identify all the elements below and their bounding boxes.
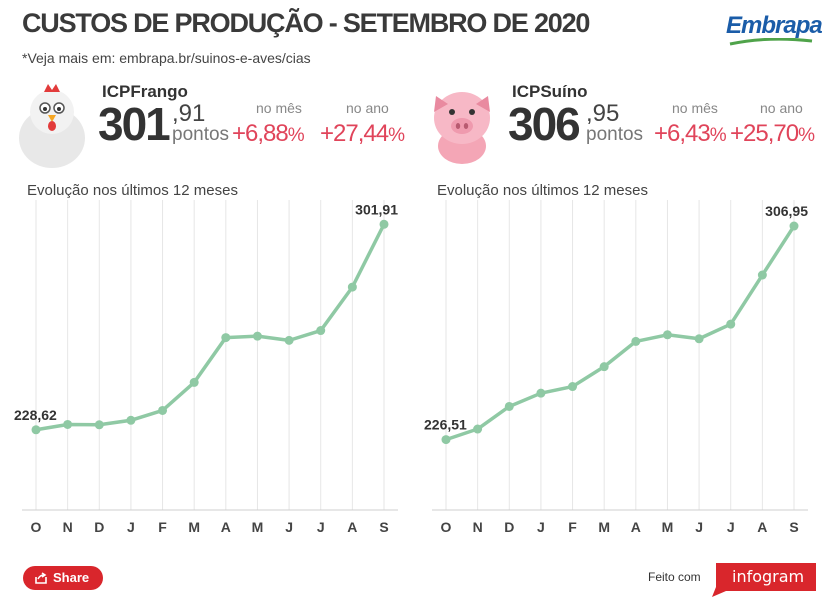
share-button[interactable]: Share <box>23 566 103 590</box>
index-decimals: ,91 <box>172 100 206 127</box>
x-tick-label: J <box>317 519 325 535</box>
data-point <box>726 319 736 329</box>
pig-icon <box>434 92 490 164</box>
x-tick-label: A <box>221 519 231 535</box>
month-change-value: +6,43% <box>654 120 727 147</box>
x-tick-label: J <box>727 519 735 535</box>
index-value: 301 <box>98 98 171 150</box>
x-tick-label: S <box>379 519 388 535</box>
x-tick-label: F <box>158 519 167 535</box>
made-with-text: Feito com <box>648 570 701 584</box>
series-line <box>445 225 796 442</box>
data-point <box>662 330 672 340</box>
data-label-first: 228,62 <box>14 407 57 423</box>
share-label: Share <box>53 570 90 585</box>
share-icon <box>35 572 47 584</box>
data-point <box>568 382 578 392</box>
data-point <box>441 435 451 445</box>
evolution-label: Evolução nos últimos 12 meses <box>27 182 238 199</box>
year-change-label: no ano <box>346 100 389 116</box>
source-note: *Veja mais em: embrapa.br/suinos-e-aves/… <box>22 50 311 66</box>
x-tick-label: D <box>504 519 514 535</box>
index-value: 306 <box>508 98 581 150</box>
year-change-label: no ano <box>760 100 803 116</box>
data-point <box>473 424 483 434</box>
index-name: ICPSuíno <box>512 82 588 101</box>
year-change-value: +25,70% <box>730 120 815 147</box>
x-tick-label: M <box>188 519 200 535</box>
x-tick-label: N <box>63 519 73 535</box>
x-tick-label: J <box>127 519 135 535</box>
logo-swoosh <box>729 38 813 46</box>
data-point <box>252 331 262 341</box>
logo-text: Embrapa <box>726 12 823 39</box>
data-point <box>694 334 704 344</box>
infogram-label: infogram <box>732 567 805 586</box>
infogram-badge-shape <box>712 563 816 597</box>
data-label-last: 306,95 <box>765 203 808 219</box>
x-tick-label: M <box>252 519 264 535</box>
data-point <box>599 362 609 372</box>
data-point <box>221 333 231 343</box>
page-title: CUSTOS DE PRODUÇÃO - SETEMBRO DE 2020 <box>22 8 590 38</box>
evolution-label: Evolução nos últimos 12 meses <box>437 182 648 199</box>
x-tick-label: J <box>285 519 293 535</box>
x-tick-label: O <box>441 519 452 535</box>
chicken-icon <box>19 84 85 168</box>
x-tick-label: O <box>31 519 42 535</box>
index-decimals: ,95 <box>586 100 620 127</box>
data-point <box>504 401 514 411</box>
data-point <box>158 405 168 415</box>
series-line <box>35 223 386 432</box>
data-point <box>63 419 73 429</box>
index-unit: pontos <box>172 124 230 145</box>
x-tick-label: F <box>568 519 577 535</box>
month-change-label: no mês <box>256 100 302 116</box>
data-point <box>789 221 799 231</box>
data-point <box>284 335 294 345</box>
x-tick-label: D <box>94 519 104 535</box>
x-tick-label: M <box>598 519 610 535</box>
infogram-badge[interactable]: infogram <box>708 561 816 597</box>
x-tick-label: S <box>789 519 798 535</box>
panel-suino: ICPSuíno 306 ,95 pontos no mês +6,43% no… <box>420 80 820 540</box>
embrapa-logo: Embrapa <box>726 8 823 48</box>
x-tick-label: M <box>662 519 674 535</box>
month-change-label: no mês <box>672 100 718 116</box>
line-chart-frango: O N D J F M A M J J A S 228,62 301,91 <box>14 200 398 535</box>
x-tick-label: A <box>757 519 767 535</box>
line-chart-suino: O N D J F M A M J J A S 226,51 306,95 <box>424 200 808 535</box>
data-point <box>126 415 136 425</box>
x-tick-label: A <box>631 519 641 535</box>
x-tick-label: J <box>537 519 545 535</box>
data-point <box>536 388 546 398</box>
data-point <box>379 219 389 229</box>
data-label-first: 226,51 <box>424 417 467 433</box>
x-tick-label: N <box>473 519 483 535</box>
data-point <box>189 377 199 387</box>
data-point <box>316 326 326 336</box>
month-change-value: +6,88% <box>232 120 305 147</box>
x-tick-label: A <box>347 519 357 535</box>
index-unit: pontos <box>586 124 644 145</box>
data-point <box>347 282 357 292</box>
data-point <box>757 270 767 280</box>
data-label-last: 301,91 <box>355 201 398 217</box>
year-change-value: +27,44% <box>320 120 405 147</box>
panel-frango: ICPFrango 301 ,91 pontos no mês +6,88% n… <box>10 80 410 540</box>
data-point <box>94 420 104 430</box>
data-point <box>631 336 641 346</box>
x-tick-label: J <box>695 519 703 535</box>
data-point <box>31 425 41 435</box>
index-name: ICPFrango <box>102 82 188 101</box>
